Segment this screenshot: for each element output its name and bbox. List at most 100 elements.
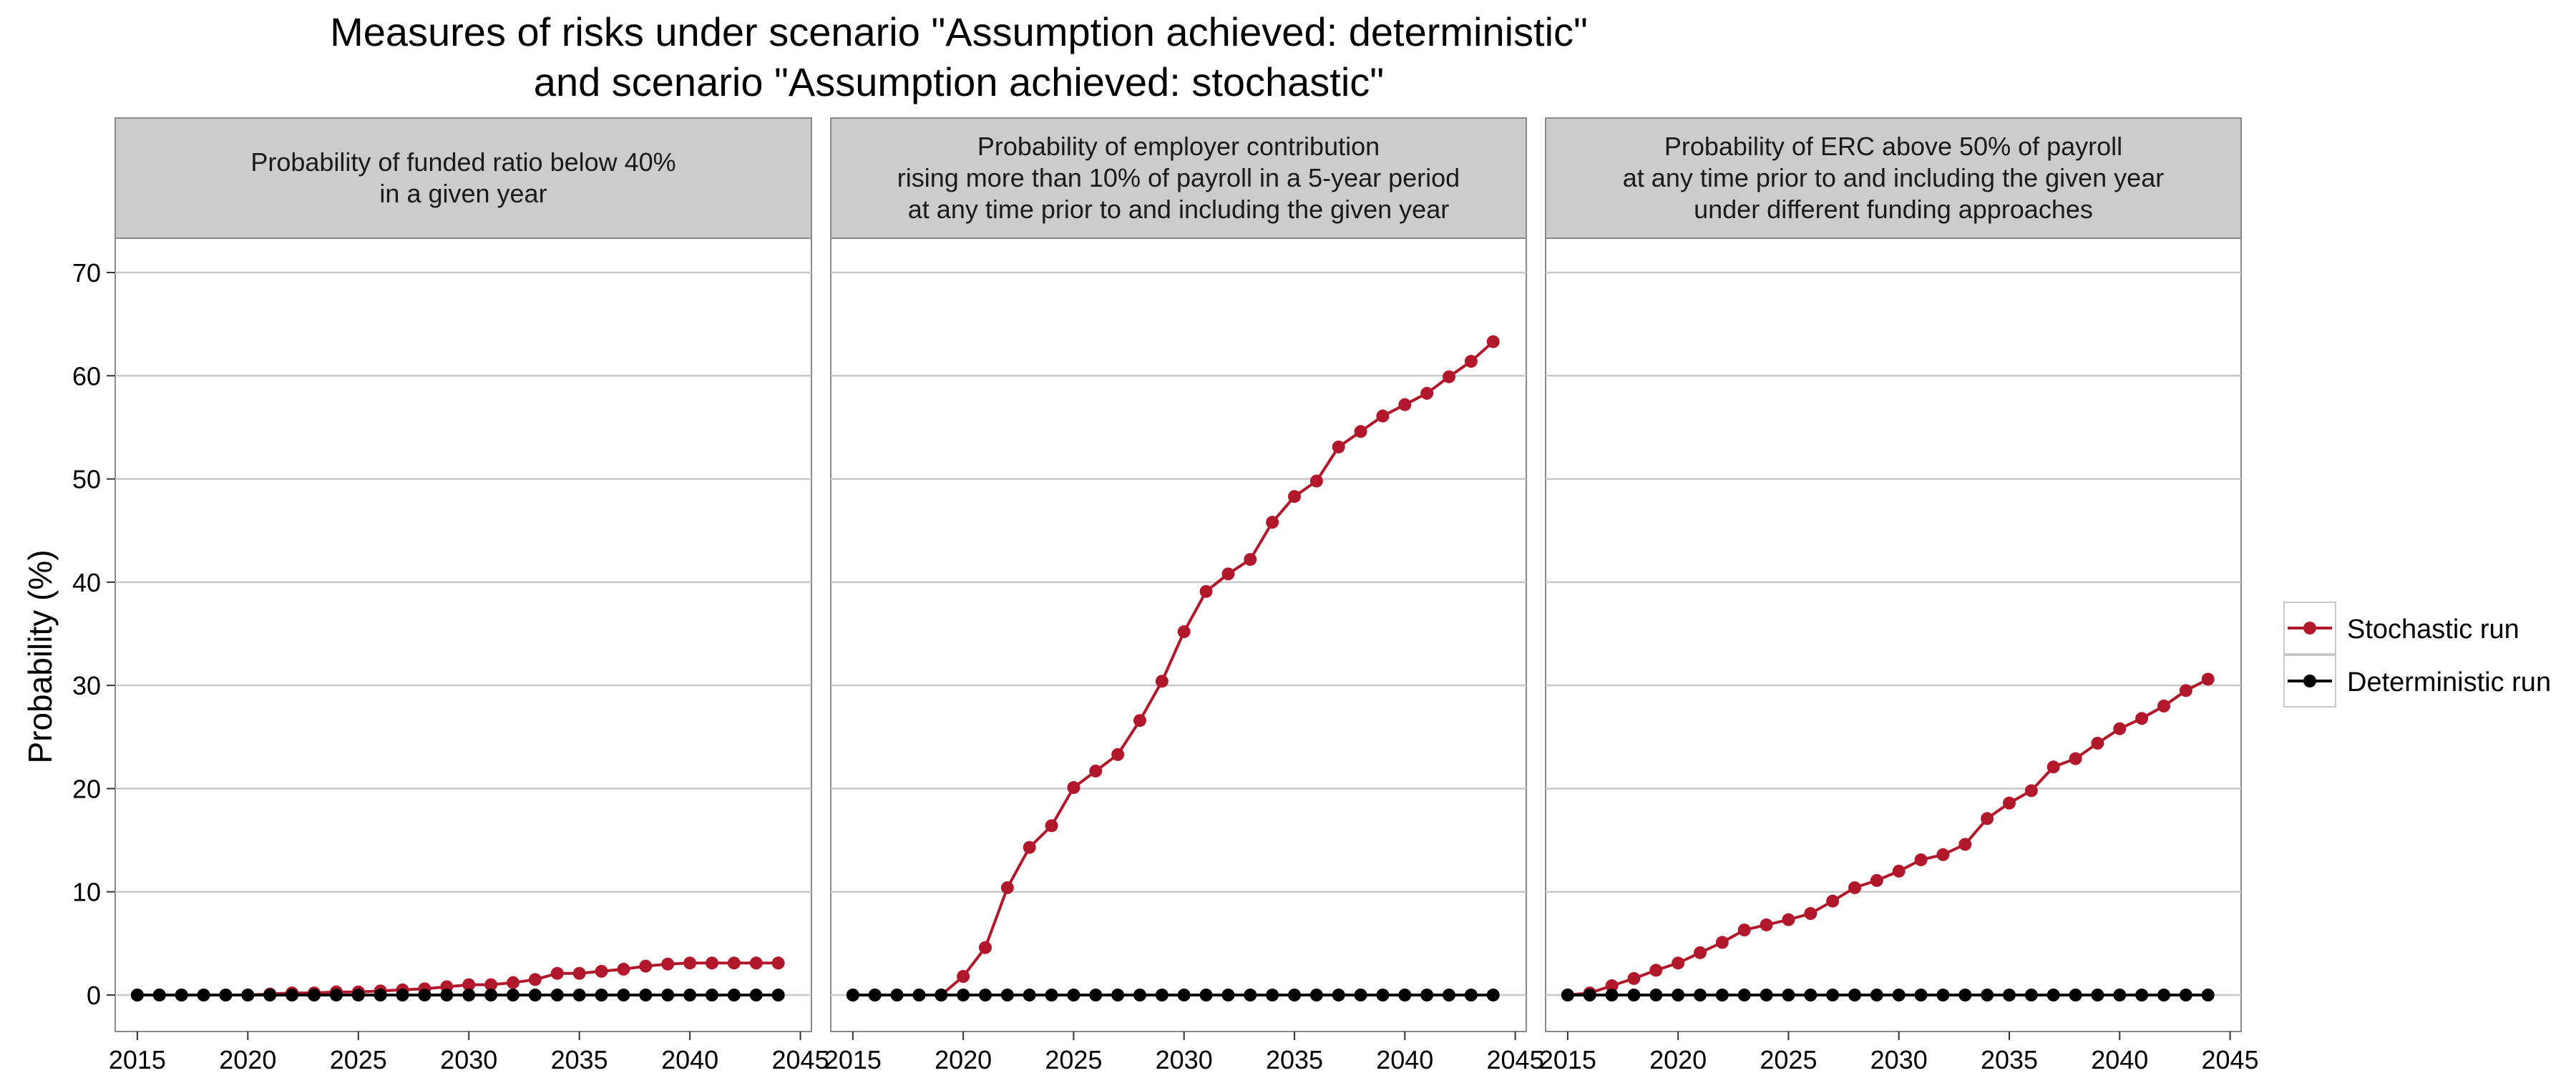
facet-strip-text: at any time prior to and including the g… <box>1623 163 2164 192</box>
data-point-stochastic <box>1464 355 1478 368</box>
data-point-deterministic <box>528 989 542 1001</box>
data-point-deterministic <box>1133 989 1146 1001</box>
data-point-deterministic <box>1583 989 1596 1001</box>
data-point-deterministic <box>1111 989 1125 1001</box>
data-point-deterministic <box>935 989 948 1001</box>
data-point-stochastic <box>2201 672 2215 686</box>
data-point-deterministic <box>2135 989 2149 1001</box>
data-point-stochastic <box>1177 625 1191 639</box>
data-point-deterministic <box>1486 989 1500 1001</box>
x-tick-label: 2040 <box>661 1045 718 1073</box>
data-point-deterministic <box>2157 989 2170 1001</box>
data-point-deterministic <box>1605 989 1619 1001</box>
data-point-stochastic <box>1782 913 1795 926</box>
data-point-stochastic <box>1605 979 1619 993</box>
data-point-stochastic <box>1936 848 1950 861</box>
data-point-stochastic <box>617 962 630 976</box>
data-point-stochastic <box>1000 881 1014 894</box>
data-point-stochastic <box>1376 409 1390 423</box>
data-point-deterministic <box>957 989 970 1001</box>
data-point-deterministic <box>152 989 166 1001</box>
x-tick-label: 2025 <box>1045 1045 1102 1073</box>
data-point-deterministic <box>912 989 926 1001</box>
facet-strip-text: Probability of funded ratio below 40% <box>250 147 675 177</box>
data-point-deterministic <box>2113 989 2127 1001</box>
data-point-stochastic <box>2113 722 2127 735</box>
y-tick-label: 0 <box>87 981 101 1010</box>
x-tick-label: 2025 <box>1760 1045 1817 1073</box>
data-point-deterministic <box>1804 989 1818 1001</box>
data-point-deterministic <box>1420 989 1434 1001</box>
y-tick-label: 60 <box>72 361 101 391</box>
data-point-deterministic <box>1089 989 1103 1001</box>
data-point-stochastic <box>1023 841 1036 854</box>
data-point-stochastic <box>595 964 608 978</box>
data-point-deterministic <box>1221 989 1235 1001</box>
data-point-deterministic <box>374 989 387 1001</box>
data-point-stochastic <box>1649 964 1663 977</box>
x-tick-label: 2045 <box>2202 1045 2259 1073</box>
y-tick-label: 10 <box>72 878 101 907</box>
data-point-stochastic <box>1804 907 1818 921</box>
data-point-deterministic <box>1266 989 1279 1001</box>
data-point-stochastic <box>1332 440 1345 454</box>
data-point-stochastic <box>1288 490 1301 504</box>
data-point-deterministic <box>440 989 454 1001</box>
data-point-deterministic <box>308 989 321 1001</box>
data-point-stochastic <box>1892 864 1906 878</box>
data-point-deterministic <box>241 989 255 1001</box>
x-tick-label: 2015 <box>1539 1045 1596 1073</box>
data-point-deterministic <box>1376 989 1390 1001</box>
x-tick-label: 2030 <box>1870 1045 1928 1073</box>
x-tick-label: 2045 <box>1487 1045 1544 1073</box>
data-point-deterministic <box>351 989 365 1001</box>
data-point-deterministic <box>1332 989 1345 1001</box>
data-point-deterministic <box>2091 989 2104 1001</box>
data-point-deterministic <box>683 989 697 1001</box>
data-point-deterministic <box>329 989 343 1001</box>
x-tick-label: 2035 <box>551 1045 608 1073</box>
y-tick-label: 70 <box>72 258 101 288</box>
data-point-deterministic <box>1244 989 1257 1001</box>
x-tick-label: 2020 <box>935 1045 992 1073</box>
data-point-deterministic <box>979 989 992 1001</box>
data-point-deterministic <box>2069 989 2082 1001</box>
legend-key-point-deterministic <box>2303 675 2316 687</box>
data-point-deterministic <box>1892 989 1906 1001</box>
plot-area <box>1545 237 2242 1032</box>
data-point-deterministic <box>706 989 718 1001</box>
legend: Stochastic run Deterministic run <box>2283 602 2551 707</box>
data-point-deterministic <box>2179 989 2192 1001</box>
legend-label-stochastic: Stochastic run <box>2347 614 2519 645</box>
data-point-stochastic <box>507 976 519 989</box>
data-point-deterministic <box>1398 989 1412 1001</box>
data-point-deterministic <box>661 989 675 1001</box>
data-point-deterministic <box>396 989 409 1001</box>
data-point-stochastic <box>771 956 785 970</box>
facet-strip-background <box>830 117 1527 239</box>
data-point-deterministic <box>1155 989 1169 1001</box>
facet-strip-text: Probability of employer contribution <box>977 132 1380 161</box>
data-point-deterministic <box>846 989 859 1001</box>
data-point-deterministic <box>890 989 904 1001</box>
data-point-stochastic <box>1221 567 1235 581</box>
data-point-stochastic <box>2069 752 2082 765</box>
data-point-deterministic <box>1914 989 1928 1001</box>
data-point-stochastic <box>484 978 498 991</box>
legend-label-deterministic: Deterministic run <box>2347 667 2551 697</box>
x-tick-label: 2020 <box>219 1045 276 1073</box>
data-point-stochastic <box>528 973 542 986</box>
data-point-stochastic <box>706 956 718 970</box>
data-point-stochastic <box>1715 936 1729 949</box>
data-point-deterministic <box>219 989 233 1001</box>
data-point-deterministic <box>418 989 431 1001</box>
data-point-stochastic <box>661 957 675 971</box>
data-point-deterministic <box>550 989 564 1001</box>
data-point-stochastic <box>1266 516 1279 529</box>
data-point-stochastic <box>1486 335 1500 348</box>
data-point-deterministic <box>1848 989 1861 1001</box>
data-point-deterministic <box>286 989 299 1001</box>
data-point-deterministic <box>1760 989 1773 1001</box>
x-tick-label: 2015 <box>109 1045 166 1073</box>
